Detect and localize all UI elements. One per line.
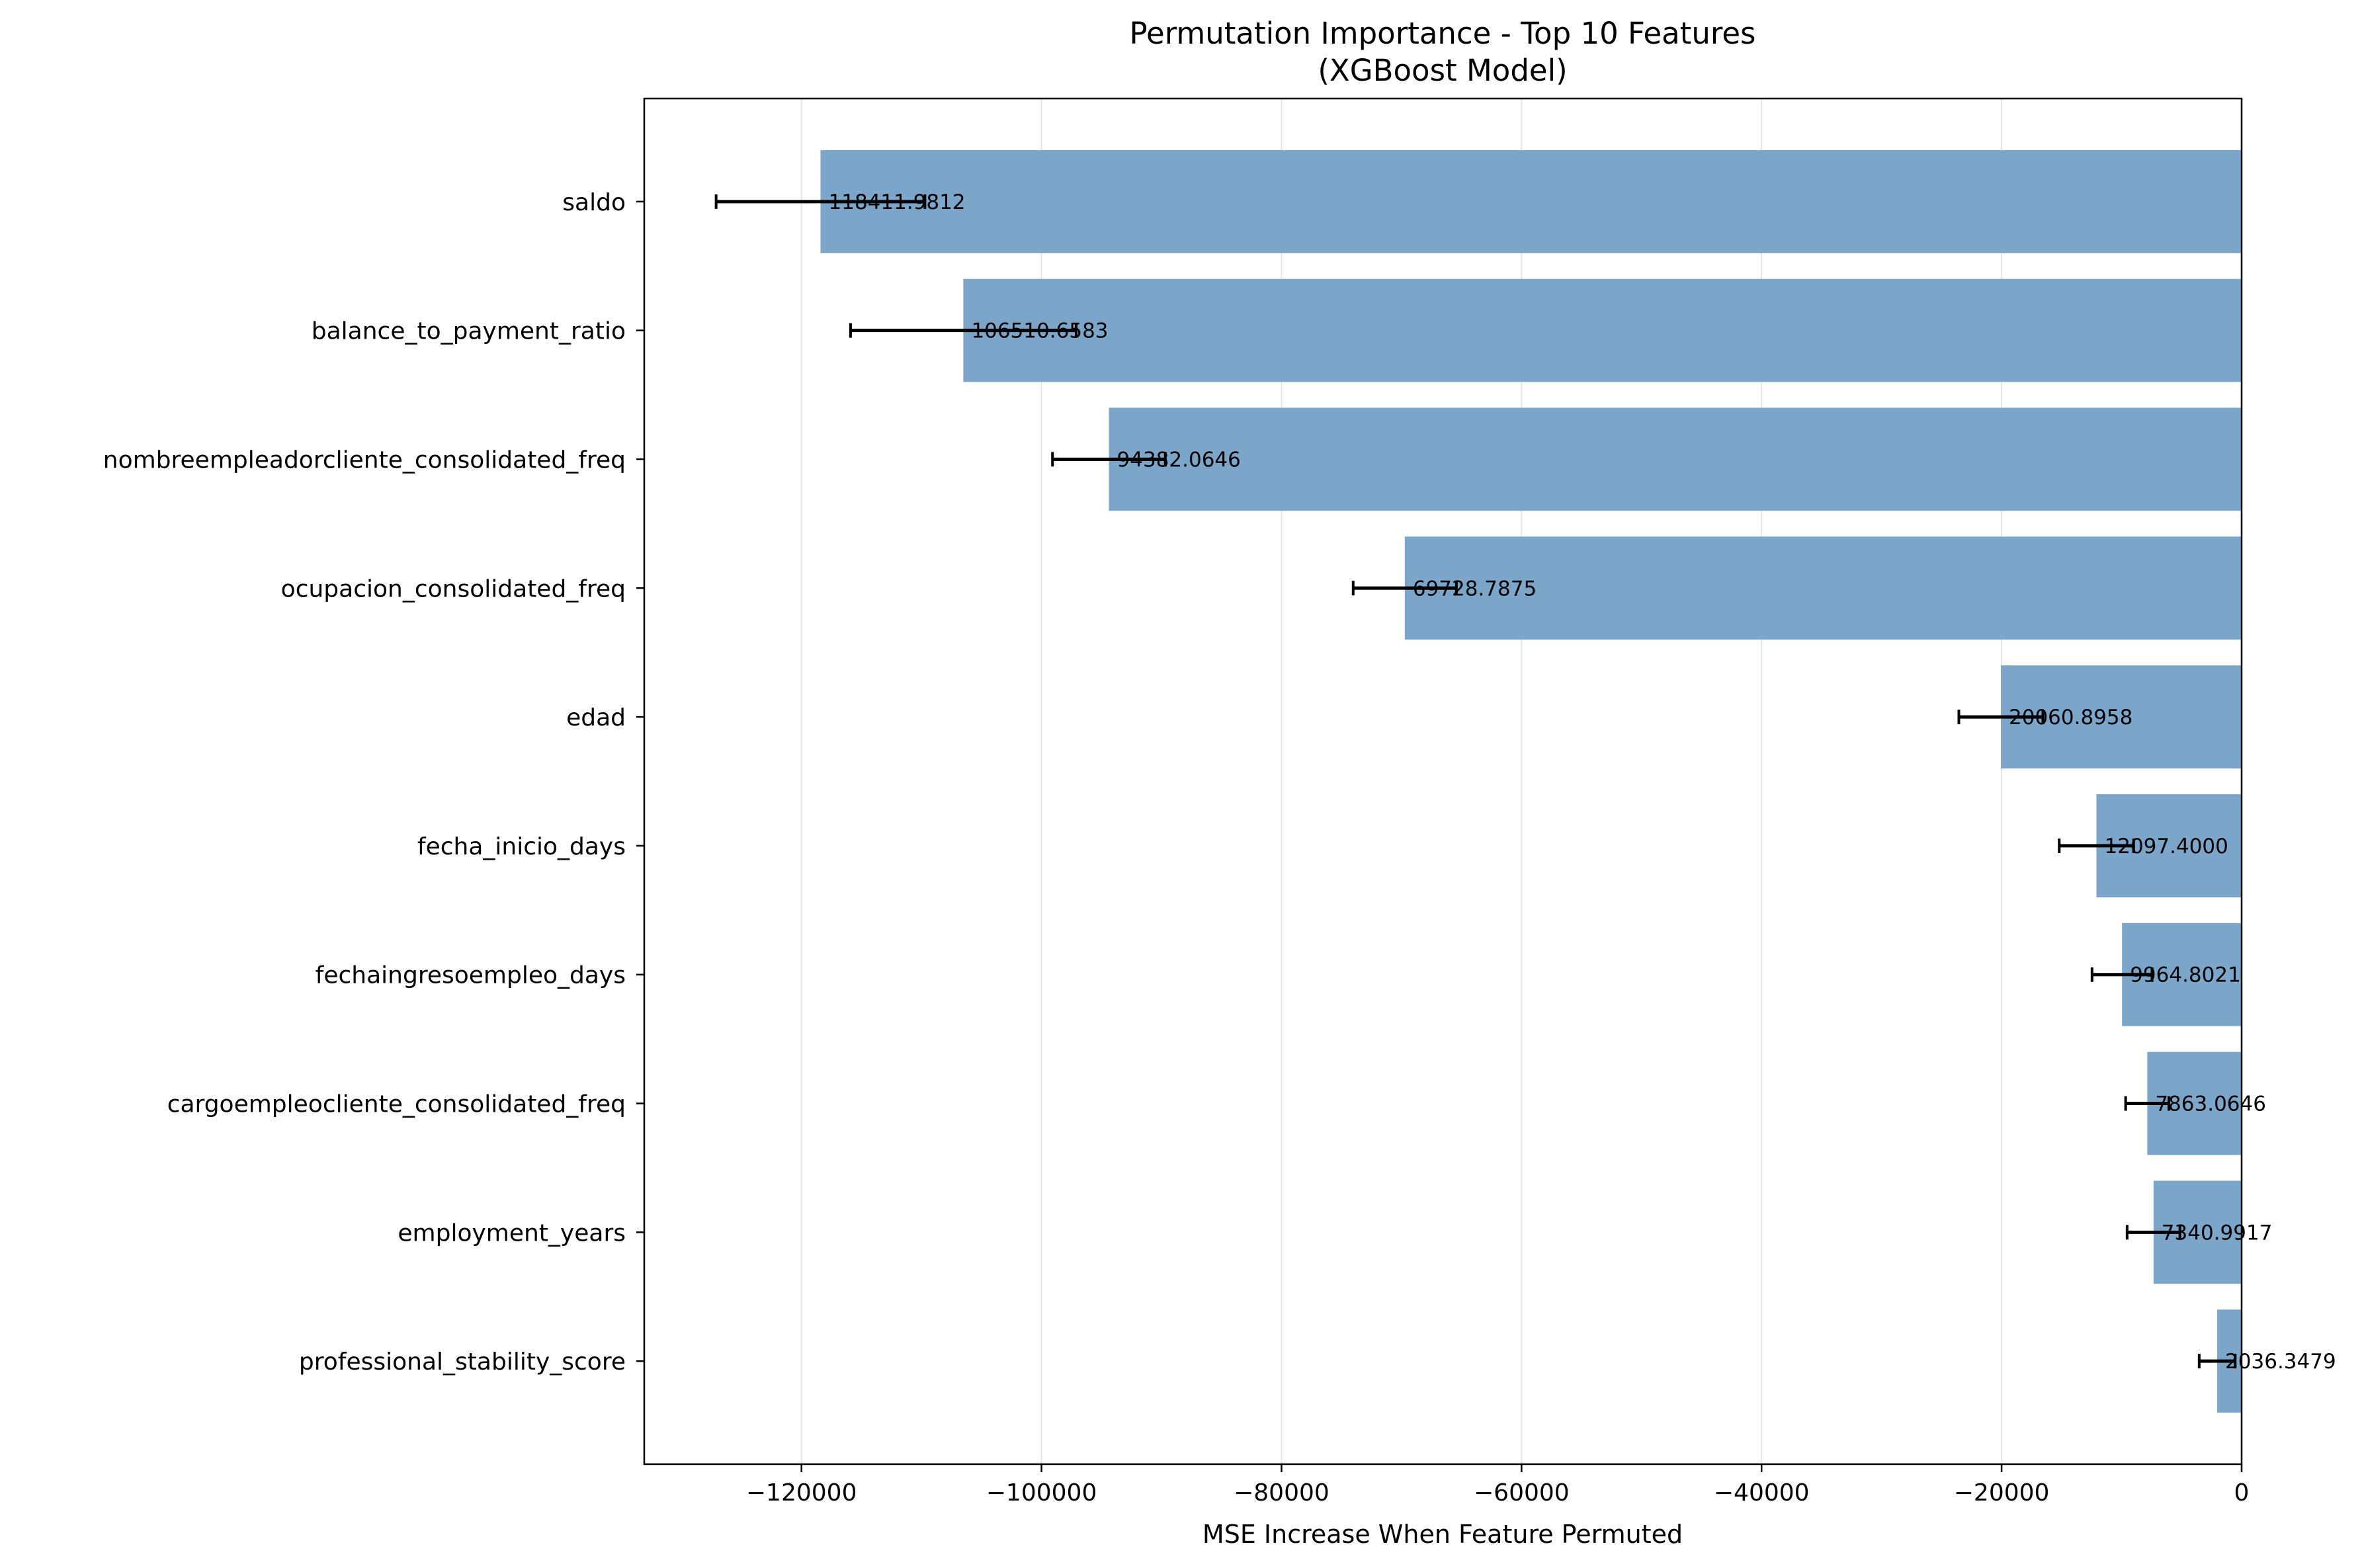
y-tick-label: professional_stability_score xyxy=(299,1348,626,1376)
x-tick-label: 0 xyxy=(2234,1479,2250,1506)
data-label: 118411.9812 xyxy=(829,190,966,214)
data-label: 12097.4000 xyxy=(2105,835,2228,858)
x-tick-label: −80000 xyxy=(1234,1479,1329,1506)
y-axis-ticks: saldo balance_to_payment_ratio nombreemple… xyxy=(103,189,644,1376)
x-tick-label: −40000 xyxy=(1714,1479,1810,1506)
plot-area-frame xyxy=(643,97,2243,1465)
y-tick-label: fechaingresoempleo_days xyxy=(316,962,626,989)
y-tick-label: fecha_inicio_days xyxy=(417,833,626,860)
data-label: 9964.8021 xyxy=(2130,964,2241,987)
bars xyxy=(820,149,2242,1413)
data-label: 7863.0646 xyxy=(2155,1093,2266,1116)
y-tick-label: saldo xyxy=(562,189,626,216)
data-label: 94382.0646 xyxy=(1117,448,1241,472)
y-tick-label: nombreempleadorcliente_consolidated_freq xyxy=(103,446,626,474)
error-bar xyxy=(2124,1096,2170,1111)
y-tick-label: edad xyxy=(566,704,626,731)
bar xyxy=(1109,407,2242,511)
error-bar xyxy=(1351,581,1458,596)
x-axis-ticks: −120000 −100000 −80000 −60000 −40000 −20000 0 xyxy=(746,1464,2250,1506)
data-label: 69728.7875 xyxy=(1413,577,1537,600)
data-labels: 118411.9812 106510.6583 94382.0646 69728.78… xyxy=(829,190,2336,1374)
bar xyxy=(1404,536,2242,640)
error-bar xyxy=(714,194,927,209)
data-label: 7340.9917 xyxy=(2162,1221,2273,1245)
y-tick-label: ocupacion_consolidated_freq xyxy=(281,575,626,602)
error-bar xyxy=(1957,710,2045,725)
data-label: 106510.6583 xyxy=(971,319,1108,343)
error-bar xyxy=(2058,838,2135,853)
y-tick-label: employment_years xyxy=(398,1219,626,1247)
x-tick-label: −120000 xyxy=(746,1479,857,1506)
error-bar xyxy=(1051,452,1167,467)
x-tick-label: −60000 xyxy=(1474,1479,1570,1506)
data-label: 2036.3479 xyxy=(2225,1350,2336,1374)
error-bar xyxy=(2090,967,2154,982)
y-tick-label: balance_to_payment_ratio xyxy=(312,318,626,345)
bar xyxy=(820,149,2242,253)
chart-subtitle: (XGBoost Model) xyxy=(1318,53,1567,88)
chart-title: Permutation Importance - Top 10 Features xyxy=(1129,16,1755,51)
error-bar xyxy=(849,323,1077,338)
x-tick-label: −20000 xyxy=(1954,1479,2050,1506)
bar xyxy=(963,278,2242,382)
error-bar xyxy=(2197,1354,2237,1369)
error-bars xyxy=(714,194,2237,1369)
data-label: 20060.8958 xyxy=(2009,706,2132,729)
y-tick-label: cargoempleocliente_consolidated_freq xyxy=(167,1091,626,1118)
x-tick-label: −100000 xyxy=(986,1479,1097,1506)
error-bar xyxy=(2125,1225,2181,1240)
x-axis-label: MSE Increase When Feature Permuted xyxy=(1202,1520,1683,1549)
